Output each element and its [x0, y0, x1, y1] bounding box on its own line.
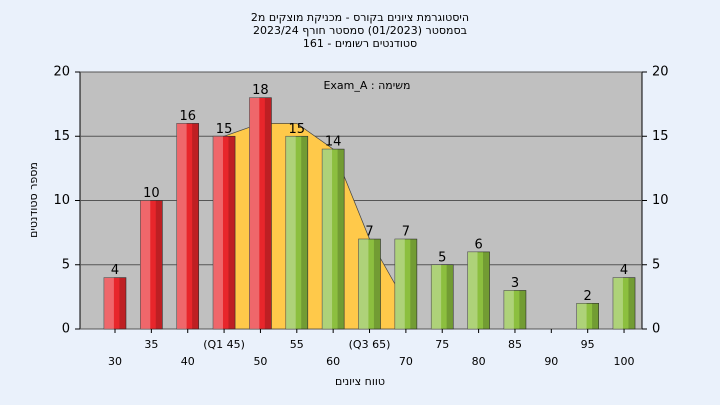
data-label: 15 [216, 122, 233, 137]
data-label: 2 [584, 289, 592, 304]
x-axis-title: טווח ציונים [335, 375, 385, 388]
y2-tick-label: 15 [652, 129, 669, 144]
y2-tick-label: 20 [652, 65, 669, 80]
x-tick-label: 70 [399, 355, 413, 368]
x-tick-label: 50 [253, 355, 267, 368]
data-label: 18 [252, 83, 269, 98]
x-tick-label: 95 [581, 338, 595, 351]
y-tick-label: 0 [62, 322, 70, 337]
x-tick-label: 30 [108, 355, 122, 368]
data-label: 16 [179, 109, 196, 124]
y-tick-label: 10 [53, 193, 70, 208]
data-label: 7 [402, 225, 410, 240]
y2-tick-label: 5 [652, 257, 660, 272]
data-label: 4 [111, 263, 119, 278]
x-tick-label: 35 [144, 338, 158, 351]
x-tick-label: (Q1 45) [203, 338, 245, 351]
y-tick-label: 20 [53, 65, 70, 80]
data-label: 4 [620, 263, 628, 278]
y-tick-label: 5 [62, 257, 70, 272]
x-tick-label: 90 [544, 355, 558, 368]
data-label: 15 [289, 122, 306, 137]
chart-title: היסטוגרמת ציונים בקורס - מכניקת מוצקים מ… [251, 11, 469, 24]
y-tick-label: 15 [53, 129, 70, 144]
x-tick-label: 85 [508, 338, 522, 351]
x-tick-label: 55 [290, 338, 304, 351]
chart-subtitle: בסמסטר (01/2023) סמסטר חורף 2023/24 [253, 24, 467, 37]
data-label: 14 [325, 135, 342, 150]
x-tick-label: 75 [435, 338, 449, 351]
y2-tick-label: 10 [652, 193, 669, 208]
data-label: 5 [438, 250, 446, 265]
x-tick-label: 60 [326, 355, 340, 368]
annotation: משימה : Exam_A [323, 79, 410, 92]
x-tick-label: 80 [472, 355, 486, 368]
y2-tick-label: 0 [652, 322, 660, 337]
x-tick-label: 100 [614, 355, 635, 368]
y-axis-title: מספר סטודנטים [27, 162, 40, 238]
chart-subtitle: סטודנטים רשומים - 161 [303, 37, 417, 50]
x-tick-label: (Q3 65) [349, 338, 391, 351]
data-label: 7 [365, 225, 373, 240]
data-label: 10 [143, 186, 160, 201]
data-label: 6 [474, 237, 482, 252]
data-label: 3 [511, 276, 519, 291]
x-tick-label: 40 [181, 355, 195, 368]
